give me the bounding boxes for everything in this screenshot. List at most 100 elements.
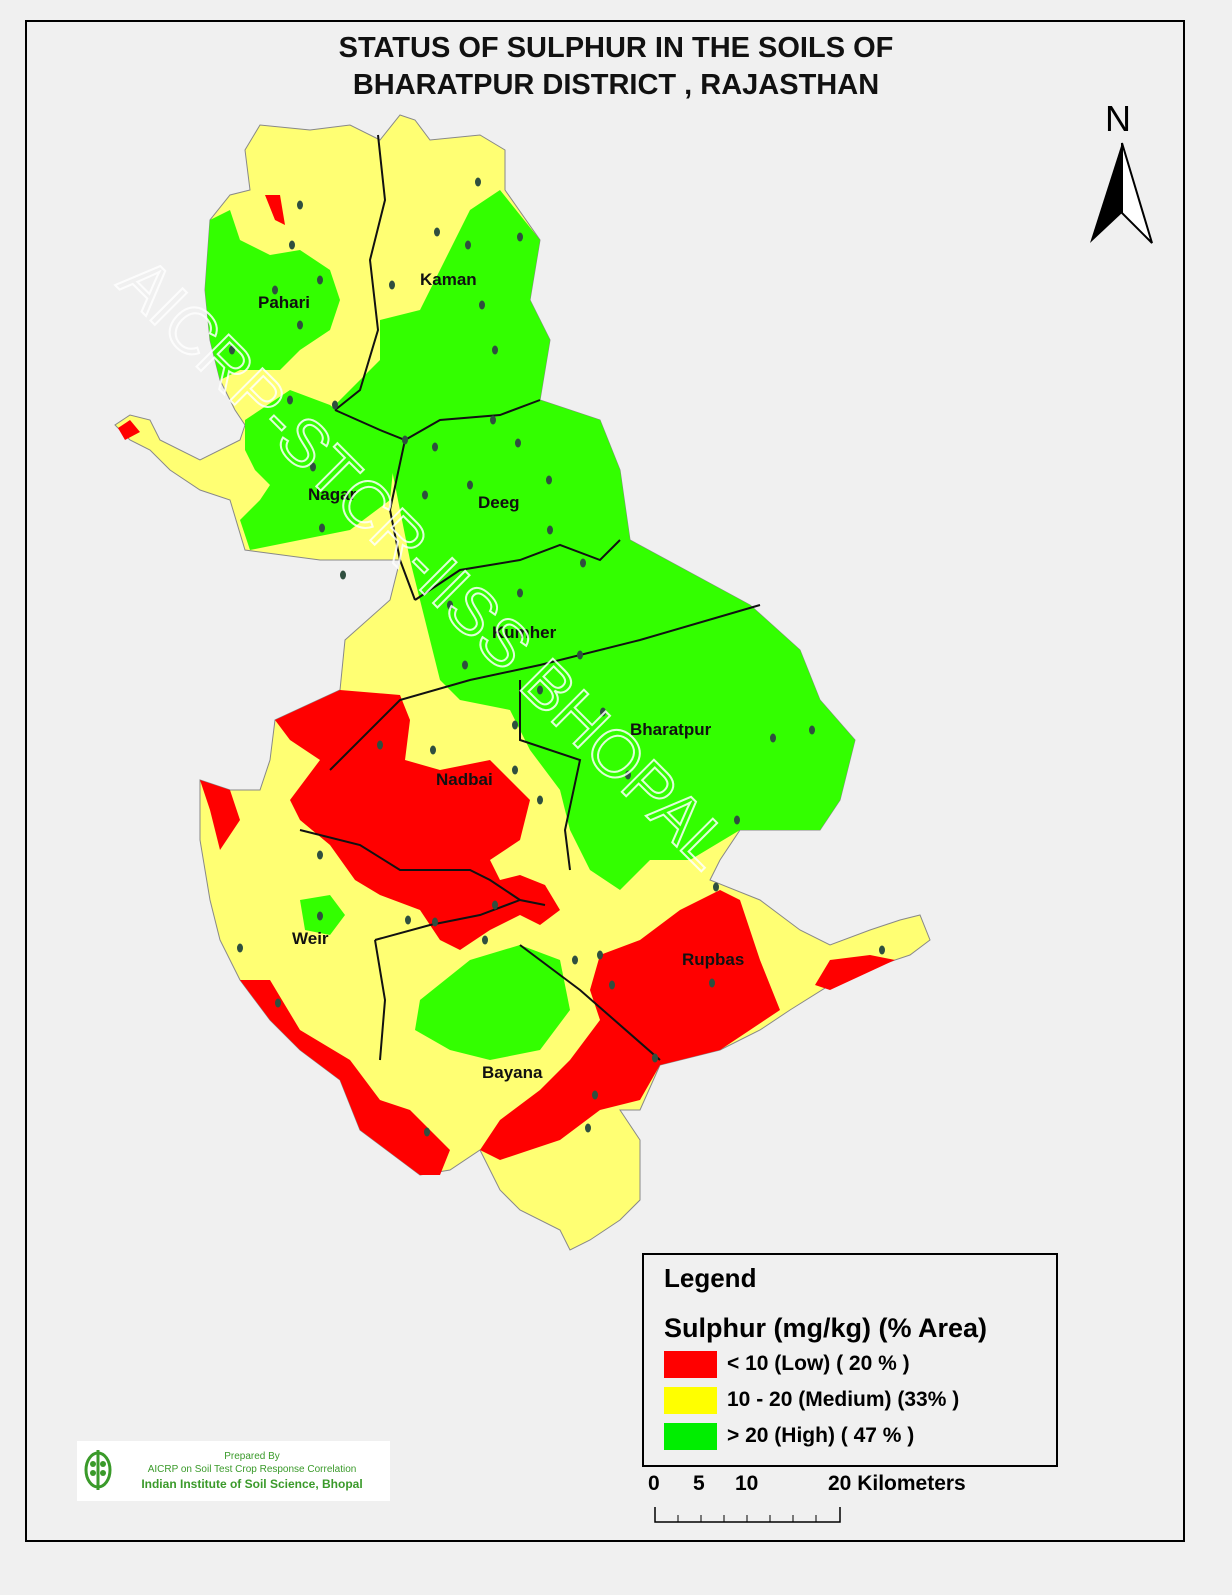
scale-bar: 0 5 10 20 Kilometers xyxy=(645,1472,995,1532)
map-frame xyxy=(25,20,1185,1542)
north-label: N xyxy=(1105,98,1131,139)
sample-point xyxy=(434,227,440,237)
north-arrow: N xyxy=(1085,98,1155,248)
sample-point xyxy=(479,300,485,310)
scale-tick-5: 5 xyxy=(693,1472,705,1495)
map-title: STATUS OF SULPHUR IN THE SOILS OF BHARAT… xyxy=(0,30,1232,104)
legend: Legend Sulphur (mg/kg) (% Area) < 10 (Lo… xyxy=(642,1253,1058,1467)
legend-swatch-low xyxy=(664,1350,717,1378)
legend-heading: Legend xyxy=(664,1263,757,1293)
sample-point xyxy=(585,1123,591,1133)
sample-point xyxy=(289,240,295,250)
sample-point xyxy=(275,998,281,1008)
sample-point xyxy=(462,660,468,670)
sample-point xyxy=(447,600,453,610)
block-boundaries xyxy=(299,134,761,1061)
sample-point xyxy=(580,558,586,568)
sample-point xyxy=(492,900,498,910)
sample-point xyxy=(490,415,496,425)
sample-point xyxy=(297,200,303,210)
sample-point xyxy=(652,1053,658,1063)
legend-item-high: > 20 (High) ( 47 % ) xyxy=(664,1422,914,1450)
zone-low xyxy=(265,195,285,225)
label-nadbai: Nadbai xyxy=(436,770,493,789)
sample-point xyxy=(317,911,323,921)
label-pahari: Pahari xyxy=(258,293,310,312)
zone-low xyxy=(815,955,895,990)
title-line-1: STATUS OF SULPHUR IN THE SOILS OF xyxy=(338,32,894,64)
label-weir: Weir xyxy=(292,929,329,948)
scale-tick-0: 0 xyxy=(648,1472,660,1495)
label-deeg: Deeg xyxy=(478,493,520,512)
sample-point xyxy=(546,475,552,485)
legend-item-medium: 10 - 20 (Medium) (33% ) xyxy=(664,1386,959,1414)
sample-point xyxy=(229,345,235,355)
sample-point xyxy=(482,935,488,945)
sample-point xyxy=(287,395,293,405)
sample-point xyxy=(310,462,316,472)
sample-point xyxy=(537,685,543,695)
sample-point xyxy=(432,442,438,452)
sample-point xyxy=(467,480,473,490)
zone-low xyxy=(240,980,450,1175)
label-kumher: Kumher xyxy=(492,623,557,642)
sample-point xyxy=(547,525,553,535)
sample-point xyxy=(377,740,383,750)
sample-point xyxy=(597,950,603,960)
sample-point xyxy=(809,725,815,735)
zone-low xyxy=(480,890,780,1160)
zone-high xyxy=(415,945,570,1060)
sample-point xyxy=(272,285,278,295)
sample-point xyxy=(625,770,631,780)
sample-point xyxy=(319,523,325,533)
sample-point xyxy=(572,955,578,965)
sample-point xyxy=(577,650,583,660)
label-kaman: Kaman xyxy=(420,270,477,289)
sample-point xyxy=(709,978,715,988)
sample-point xyxy=(422,490,428,500)
sample-point xyxy=(537,795,543,805)
credit-line-1: Prepared By xyxy=(224,1451,280,1462)
sample-point xyxy=(492,345,498,355)
sample-point xyxy=(592,1090,598,1100)
scale-tick-20: 20 Kilometers xyxy=(828,1472,966,1495)
legend-subtitle: Sulphur (mg/kg) (% Area) xyxy=(664,1313,988,1343)
sample-point xyxy=(402,435,408,445)
sample-point xyxy=(879,945,885,955)
sample-point xyxy=(475,177,481,187)
label-rupbas: Rupbas xyxy=(682,950,744,969)
sample-point xyxy=(405,915,411,925)
sample-point xyxy=(340,570,346,580)
sample-point xyxy=(430,745,436,755)
sample-point xyxy=(512,720,518,730)
legend-label-high: > 20 (High) ( 47 % ) xyxy=(727,1424,915,1447)
sample-point xyxy=(465,240,471,250)
sample-point xyxy=(317,275,323,285)
label-bharatpur: Bharatpur xyxy=(630,720,712,739)
zone-high xyxy=(240,390,395,550)
sample-point xyxy=(389,280,395,290)
sample-point xyxy=(517,588,523,598)
credit-line-3: Indian Institute of Soil Science, Bhopal xyxy=(141,1477,363,1491)
zone-high xyxy=(205,210,340,380)
legend-label-medium: 10 - 20 (Medium) (33% ) xyxy=(727,1388,960,1411)
sample-point xyxy=(332,400,338,410)
sample-point xyxy=(432,917,438,927)
sample-point xyxy=(609,980,615,990)
sample-point xyxy=(512,765,518,775)
sample-point xyxy=(515,438,521,448)
label-bayana: Bayana xyxy=(482,1063,543,1082)
sample-points xyxy=(229,177,885,1137)
scale-bar-line xyxy=(654,1507,841,1523)
legend-label-low: < 10 (Low) ( 20 % ) xyxy=(727,1352,910,1375)
scale-tick-10: 10 xyxy=(735,1472,759,1495)
legend-swatch-high xyxy=(664,1422,717,1450)
credit-line-2: AICRP on Soil Test Crop Response Correla… xyxy=(147,1464,357,1475)
zone-high xyxy=(330,190,855,890)
sample-point xyxy=(297,320,303,330)
label-nagar: Nagar xyxy=(308,485,357,504)
legend-item-low: < 10 (Low) ( 20 % ) xyxy=(664,1350,910,1378)
sample-point xyxy=(600,707,606,717)
legend-swatch-medium xyxy=(664,1386,717,1414)
